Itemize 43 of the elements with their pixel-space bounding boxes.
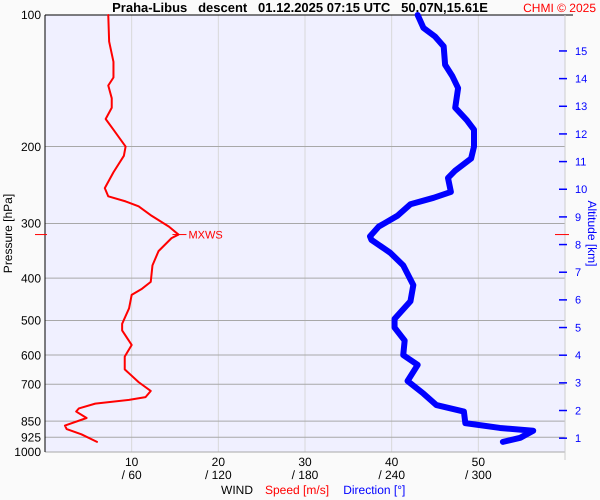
y-tick-label: 925 xyxy=(20,430,42,444)
x2-tick-label: / 60 xyxy=(122,468,142,482)
text: Direction [°] xyxy=(343,483,406,497)
y-tick-label: 850 xyxy=(20,414,42,428)
y2-tick-label: 10 xyxy=(575,184,588,196)
x-tick-label: 50 xyxy=(472,455,486,469)
x2-tick-label: / 300 xyxy=(464,468,492,482)
y2-tick-label: 1 xyxy=(575,433,582,446)
y2-tick-label: 6 xyxy=(575,294,582,307)
x2-tick-label: / 240 xyxy=(378,468,406,482)
y2-tick-label: 3 xyxy=(575,378,582,390)
x2-tick-label: / 120 xyxy=(204,468,232,482)
x2-tick-label: / 180 xyxy=(292,468,319,482)
chart-title: Praha-Libus descent 01.12.2025 07:15 UTC 50.07N,15.61E xyxy=(112,0,488,15)
y2-tick-label: 5 xyxy=(575,322,582,334)
x-tick-label: 40 xyxy=(384,455,399,469)
y2-tick-label: 8 xyxy=(575,239,582,252)
text: Speed [m/s] xyxy=(265,483,330,497)
y2-tick-label: 15 xyxy=(575,46,588,58)
y2-tick-label: 7 xyxy=(575,267,582,280)
y2-tick-label: 9 xyxy=(575,212,582,224)
y2-tick-label: 11 xyxy=(575,156,586,168)
y2-axis-title: Altitude [km] xyxy=(585,200,599,267)
annotation: MXWS xyxy=(188,229,223,242)
y-tick-label: 1000 xyxy=(14,445,42,460)
y-tick-label: 600 xyxy=(20,348,42,362)
x-tick-label: 10 xyxy=(124,455,139,469)
y-tick-label: 100 xyxy=(20,8,42,22)
x-tick-label: 20 xyxy=(212,455,226,469)
y2-tick-label: 12 xyxy=(575,128,588,141)
y2-tick-label: 14 xyxy=(575,73,588,86)
y-tick-label: 300 xyxy=(20,216,42,231)
y-tick-label: 200 xyxy=(20,140,42,154)
y2-tick-label: 2 xyxy=(575,405,582,418)
y-axis-title: Pressure [hPa] xyxy=(1,194,15,274)
x-tick-label: 30 xyxy=(298,455,312,469)
y-tick-label: 400 xyxy=(20,271,42,286)
y-tick-label: 700 xyxy=(20,378,42,392)
x-axis-title: WIND xyxy=(221,483,254,497)
annotation: CHMI © 2025 xyxy=(523,1,596,15)
y2-tick-label: 13 xyxy=(575,101,588,114)
y2-tick-label: 4 xyxy=(575,350,582,362)
y-tick-label: 500 xyxy=(20,314,42,328)
